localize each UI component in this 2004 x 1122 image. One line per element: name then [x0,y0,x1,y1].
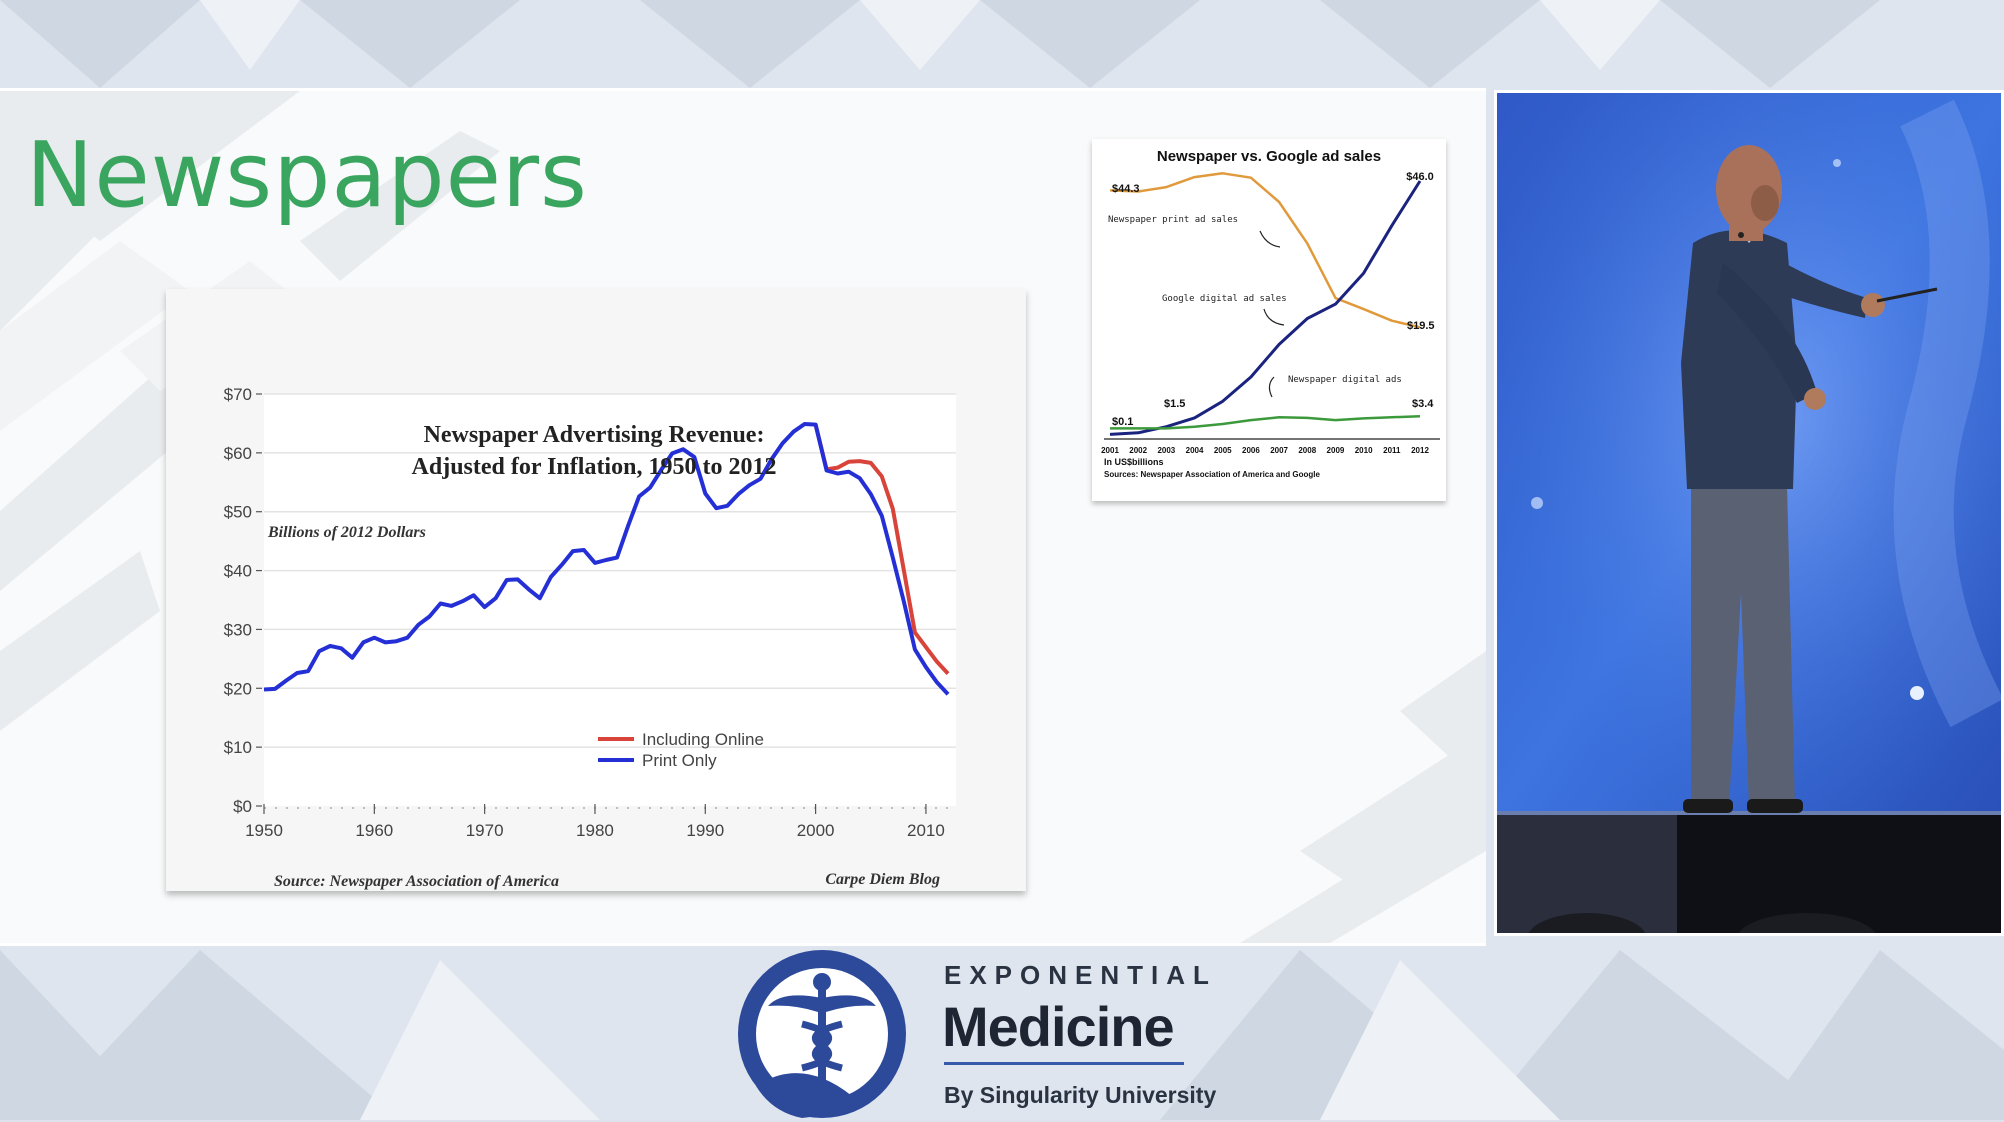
chart-unit-label: Billions of 2012 Dollars [267,524,426,541]
chart2-x-tick-label: 2011 [1383,446,1401,455]
slide-title: Newspapers [26,123,588,228]
exponential-medicine-logo: EXPONENTIAL Medicine By Singularity Univ… [732,944,1272,1120]
chart2-annotation-digital-arrow [1268,376,1275,398]
chart2-x-tick-label: 2004 [1186,446,1204,455]
logo-top-text: EXPONENTIAL [944,960,1217,990]
x-tick-label: 2010 [907,821,945,840]
y-tick-label: $20 [224,679,252,698]
chart2-x-tick-label: 2010 [1355,446,1373,455]
newspaper-vs-google-chart-card: Newspaper vs. Google ad sales 2001 2002 20… [1092,139,1446,501]
chart-source: Source: Newspaper Association of America [274,873,559,890]
chart2-x-tick-label: 2008 [1298,446,1316,455]
chart2-label-44: $44.3 [1112,183,1140,195]
newspaper-vs-google-chart: Newspaper vs. Google ad sales 2001 2002 20… [1101,148,1440,479]
chart-credit: Carpe Diem Blog [825,871,940,888]
chart2-x-tick-label: 2002 [1129,446,1147,455]
presentation-slide: Newspapers $0 $10 $20 $30 $40 $50 $60 $70 1950 1… [0,88,1486,946]
speaker-video-panel [1494,90,2004,936]
chart2-source: Sources: Newspaper Association of Americ… [1104,470,1320,479]
x-tick-label: 1970 [466,821,504,840]
y-tick-label: $70 [224,385,252,404]
speaker-video-frame [1497,93,2001,933]
x-tick-label: 1950 [245,821,283,840]
chart2-label-3-4: $3.4 [1412,398,1434,410]
y-tick-label: $40 [224,562,252,581]
presenter [1681,145,1938,813]
chart2-x-tick-label: 2012 [1411,446,1429,455]
y-tick-label: $0 [233,797,252,816]
chart2-x-tick-label: 2007 [1270,446,1288,455]
x-tick-label: 1980 [576,821,614,840]
x-tick-label: 1990 [686,821,724,840]
logo-sub-text: By Singularity University [944,1082,1217,1108]
chart2-annotation-google: Google digital ad sales [1162,294,1287,304]
y-tick-label: $10 [224,738,252,757]
legend-label-including-online: Including Online [642,730,764,749]
chart2-annotation-print: Newspaper print ad sales [1108,215,1238,225]
chart2-annotation-google-arrow [1263,308,1285,326]
chart2-x-note: In US$billions [1104,457,1164,467]
y-tick-label: $50 [224,503,252,522]
x-tick-label: 1960 [355,821,393,840]
chart-title: Newspaper Advertising Revenue: [424,422,765,448]
newspaper-revenue-chart-card: $0 $10 $20 $30 $40 $50 $60 $70 1950 1960 1970 1980… [166,289,1026,891]
chart2-x-tick-label: 2001 [1101,446,1119,455]
caduceus-logo-icon [738,950,906,1118]
y-tick-label: $30 [224,620,252,639]
chart-subtitle: Adjusted for Inflation, 1950 to 2012 [412,454,777,480]
chart2-label-0-1: $0.1 [1112,416,1133,428]
logo-main-text: Medicine [942,995,1175,1058]
legend-label-print-only: Print Only [642,751,717,770]
logo-divider [944,1062,1184,1065]
chart2-label-19: $19.5 [1407,320,1435,332]
chart2-annotation-print-arrow [1259,230,1281,248]
chart2-x-tick-label: 2006 [1242,446,1260,455]
newspaper-revenue-chart: $0 $10 $20 $30 $40 $50 $60 $70 1950 1960 1970 1980… [224,385,956,890]
chart2-line-print [1109,172,1421,329]
chart2-x-tick-label: 2003 [1157,446,1175,455]
chart-legend: Including Online Print Only [598,730,764,770]
chart2-label-1-5: $1.5 [1164,398,1185,410]
chart2-x-tick-label: 2009 [1327,446,1345,455]
chart2-title: Newspaper vs. Google ad sales [1157,148,1381,165]
chart2-annotation-digital: Newspaper digital ads [1288,375,1402,385]
x-tick-label: 2000 [797,821,835,840]
chart2-x-tick-label: 2005 [1214,446,1232,455]
series-line-including-online [813,424,950,675]
chart2-line-digital [1110,414,1421,430]
series-line-print-only [263,422,950,696]
chart2-label-46: $46.0 [1406,171,1434,183]
y-tick-label: $60 [224,444,252,463]
